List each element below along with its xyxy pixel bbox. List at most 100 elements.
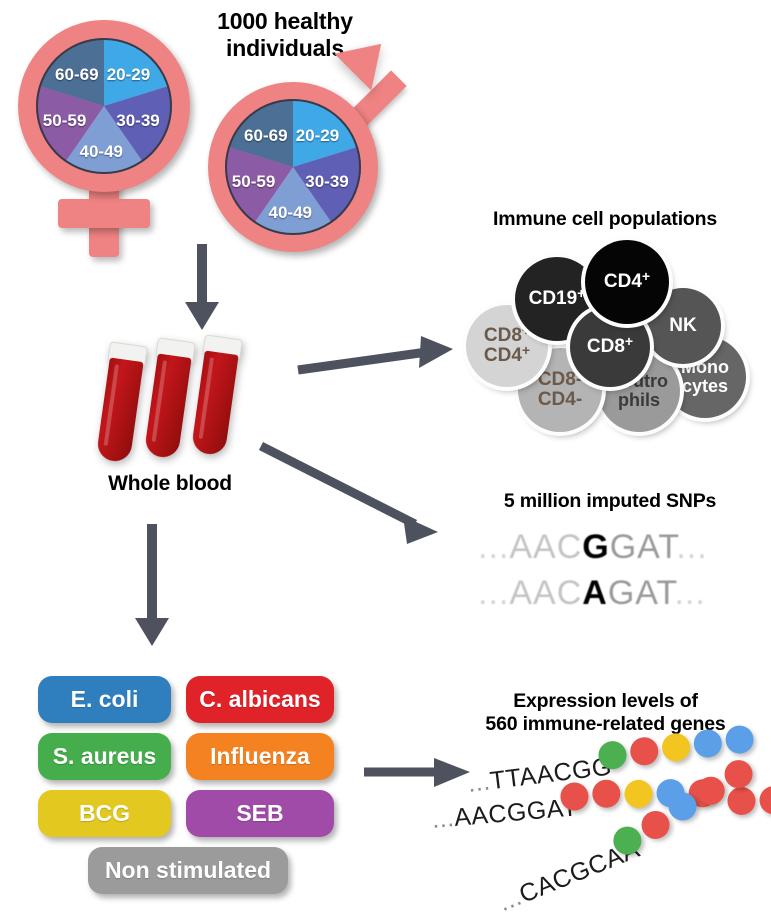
pie-slice-30-39 (104, 85, 172, 164)
blood-tube (190, 334, 243, 457)
arrow-blood-to-stimuli (135, 524, 169, 646)
cell-cd8neg-cd4neg: CD8- CD4- (518, 348, 602, 432)
gene-bead (628, 735, 660, 767)
snp-after: GAT (609, 528, 677, 566)
blood-tube (143, 337, 196, 460)
genes-title-line2: 560 immune-related genes (485, 713, 726, 735)
snp-highlight: A (582, 574, 608, 612)
gene-bead (758, 784, 771, 816)
female-pie-label-30-39: 30-39 (116, 110, 160, 130)
arrow-stimuli-to-genes (364, 758, 470, 787)
male-pie-label-20-29: 20-29 (295, 125, 340, 145)
male-pie-label-30-39: 30-39 (305, 171, 349, 191)
female-gender-symbol: 20-29 30-39 40-49 50-59 60-69 (10, 12, 210, 257)
stimulus-e-coli[interactable]: E. coli (38, 676, 171, 723)
genes-title-line1: Expression levels of (513, 690, 698, 712)
stimulus-label: Influenza (210, 743, 310, 769)
stimulus-s-aureus[interactable]: S. aureus (38, 733, 171, 780)
cell-neutrophils: Neutro phils (598, 350, 680, 432)
section-title-immune-cells: Immune cell populations (492, 208, 717, 230)
stimulus-label: SEB (236, 800, 284, 826)
cohort-title-line1: 1000 healthy (217, 8, 353, 34)
snp-after: GAT (607, 574, 675, 612)
cell-label-line: CD19+ (528, 285, 586, 310)
cell-cd8pos: CD8+ (570, 307, 650, 387)
blood-tube (95, 341, 148, 464)
pie-slice-50-59 (225, 146, 293, 225)
pie-slice-60-69 (228, 99, 293, 167)
female-pie-label-40-49: 40-49 (79, 142, 124, 162)
tube-blood (190, 350, 239, 457)
pie-slice-40-49 (253, 167, 333, 235)
female-pie-label-60-69: 60-69 (55, 64, 99, 84)
cell-label-line: CD8+ (586, 333, 634, 358)
cohort-title-line2: individuals (226, 35, 344, 62)
male-age-pie: 20-29 30-39 40-49 50-59 60-69 (225, 99, 361, 235)
snp-sequences: ...AACGGAT... ...AACAGAT... (478, 528, 758, 620)
arrow-cohort-to-blood (185, 244, 219, 330)
gene-bead (623, 778, 654, 810)
cell-label-line: cytes (681, 376, 729, 396)
stimulus-c-albicans[interactable]: C. albicans (186, 676, 334, 723)
stimulus-non-stimulated[interactable]: Non stimulated (88, 847, 288, 894)
male-pie-label-50-59: 50-59 (231, 171, 276, 191)
cell-label-line: CD4- (537, 389, 583, 410)
snp-dots-right: ... (676, 528, 708, 566)
gene-strand: ...AACGGAT (431, 777, 771, 835)
stimulus-bcg[interactable]: BCG (38, 790, 171, 837)
stimulus-label: S. aureus (52, 743, 157, 769)
pie-slice-60-69 (39, 38, 104, 106)
gene-bead (726, 785, 757, 817)
pie-slice-20-29 (104, 38, 169, 106)
arrow-blood-to-snps (258, 441, 438, 544)
section-title-snps: 5 million imputed SNPs (503, 490, 717, 512)
snp-highlight: G (582, 528, 610, 566)
female-pie-label-20-29: 20-29 (106, 64, 151, 84)
gene-bead (637, 806, 674, 844)
male-gender-symbol: 20-29 30-39 40-49 50-59 60-69 (198, 25, 428, 252)
pie-slice-40-49 (64, 106, 144, 174)
cell-monocytes: Mono cytes (664, 336, 746, 418)
cell-cd8pos-cd4pos: CD8+ CD4+ (466, 305, 548, 387)
female-pie-label-50-59: 50-59 (42, 110, 87, 130)
gene-expression-strands: ...TTAACGG ...AACGGAT ...CACGCAA (431, 723, 771, 917)
male-pie-svg (225, 99, 361, 235)
tube-blood (95, 357, 144, 464)
gene-bead (591, 778, 622, 809)
whole-blood-tubes (95, 334, 280, 480)
tube-blood (143, 353, 192, 460)
cell-cd19pos: CD19+ (515, 257, 599, 341)
section-title-gene-expression: Expression levels of 560 immune-related … (440, 690, 771, 736)
cell-label-line: CD4+ (603, 268, 651, 293)
snp-before: AAC (509, 528, 583, 566)
female-age-pie: 20-29 30-39 40-49 50-59 60-69 (36, 38, 172, 174)
female-stem-crossbar (58, 199, 150, 228)
label-whole-blood: Whole blood (108, 472, 232, 495)
stimulus-label: Non stimulated (104, 857, 272, 883)
stimulus-label: E. coli (70, 686, 139, 712)
cell-nk: NK (645, 288, 721, 364)
snp-sequence-row: ...AACAGAT... (478, 574, 706, 613)
male-pie-label-40-49: 40-49 (268, 203, 313, 223)
stimulus-influenza[interactable]: Influenza (186, 733, 334, 780)
pie-slice-20-29 (293, 99, 358, 167)
gene-sequence: ...AACGGAT (431, 793, 579, 834)
gene-bead (660, 731, 692, 763)
female-pie-svg (36, 38, 172, 174)
snp-dots-right: ... (674, 574, 706, 612)
cell-label-line: NK (669, 315, 697, 337)
gene-sequence: ...TTAACGG (466, 752, 613, 797)
cell-label-line: CD8+ (483, 322, 531, 347)
cell-cd4pos: CD4+ (585, 240, 669, 324)
arrow-blood-to-immune-cells (297, 336, 453, 375)
snp-dots-left: ... (478, 574, 510, 612)
stimulus-label: BCG (78, 800, 131, 826)
gene-bead (720, 755, 757, 793)
male-pie-label-60-69: 60-69 (244, 125, 288, 145)
cell-label-line: CD4+ (483, 342, 531, 366)
cell-label-line: phils (617, 390, 660, 410)
cell-label-line: Mono (681, 357, 729, 378)
stimulus-seb[interactable]: SEB (186, 790, 334, 837)
